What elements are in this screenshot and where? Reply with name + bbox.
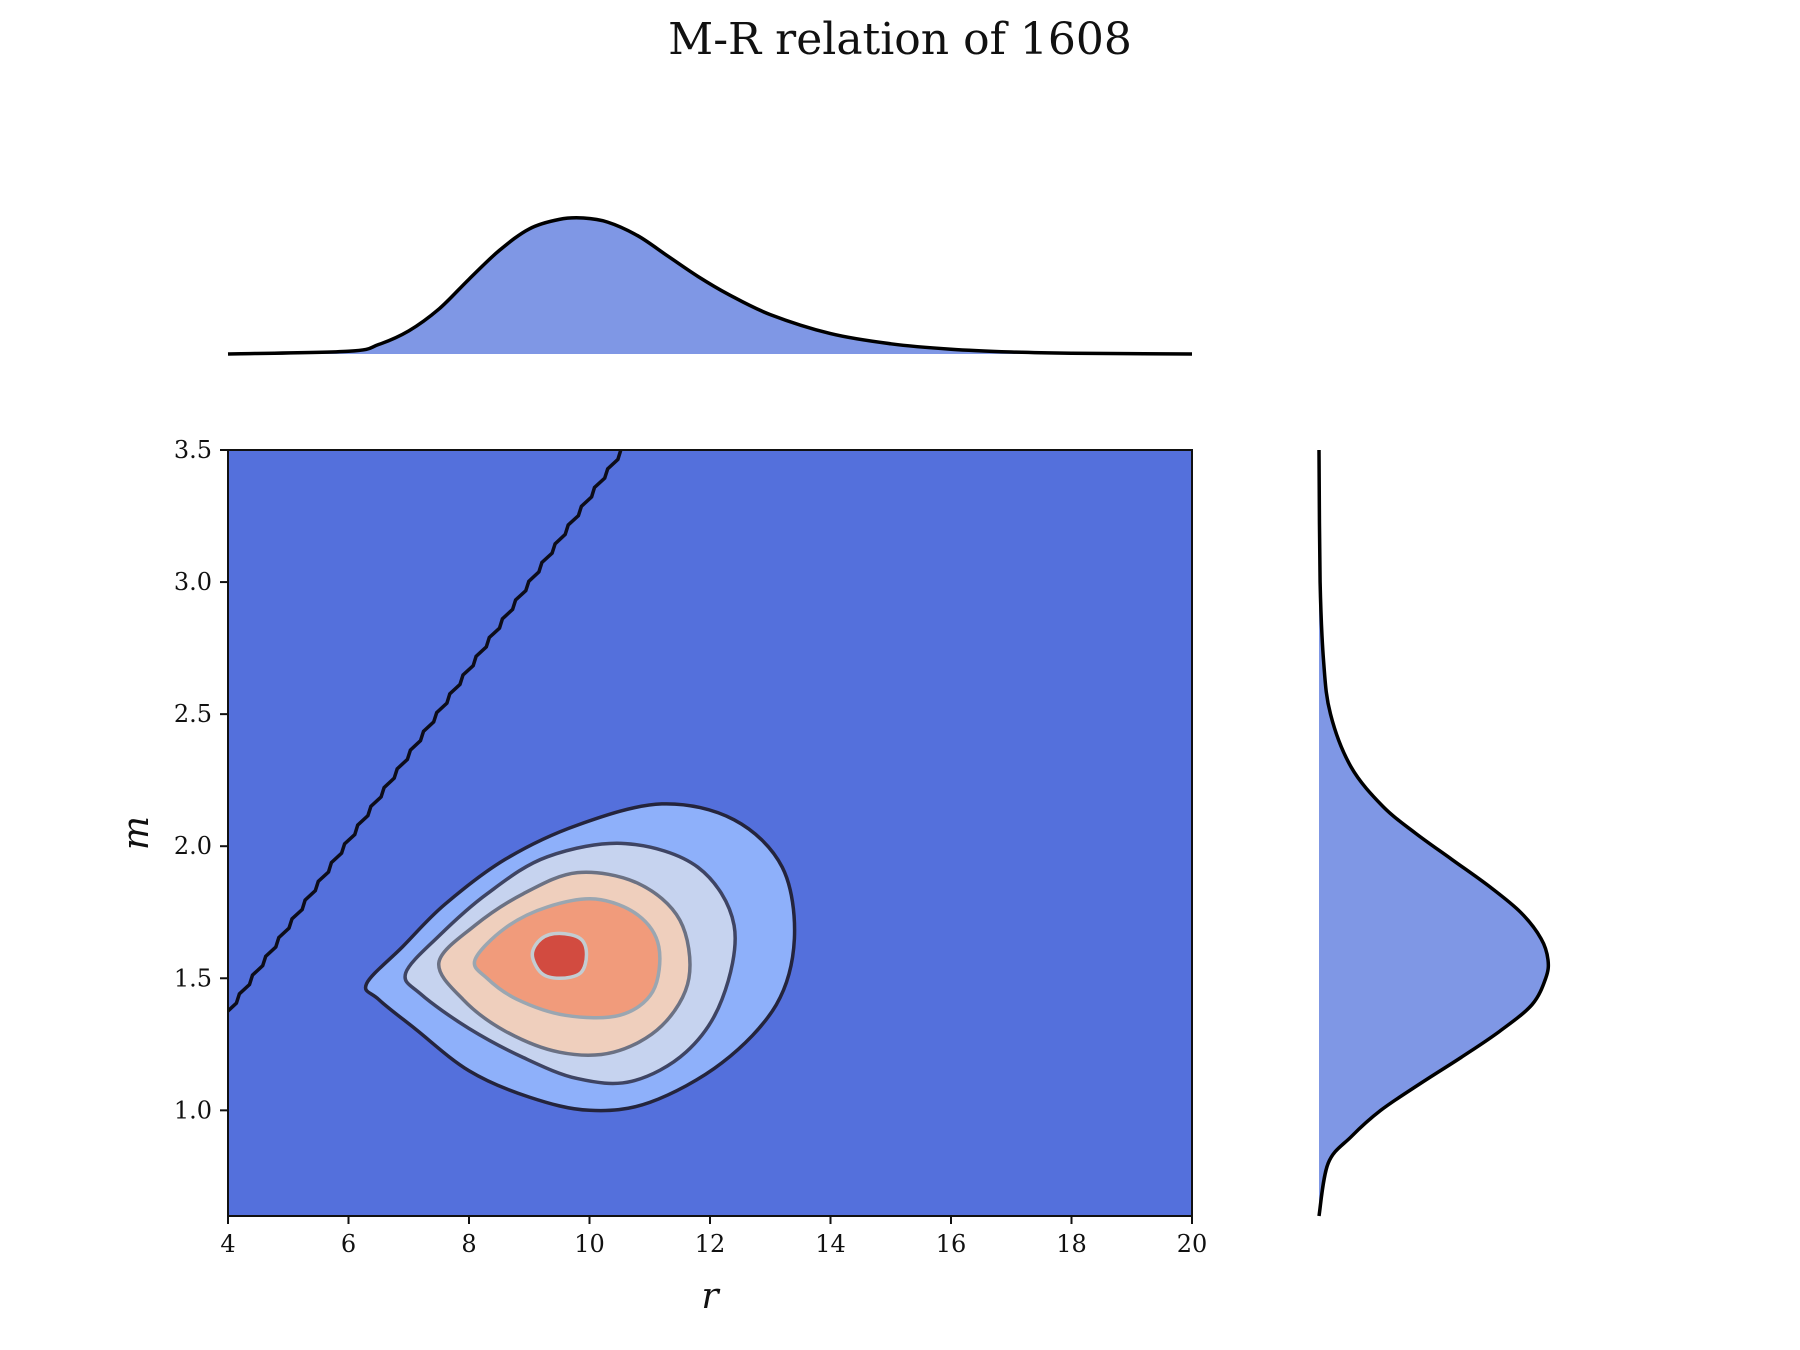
- y-axis: 1.0 1.5 2.0 2.5 3.0 3.5: [174, 436, 228, 1124]
- x-tick-label: 20: [1177, 1230, 1208, 1258]
- y-tick-label: 2.5: [174, 700, 212, 728]
- y-tick-label: 1.5: [174, 964, 212, 992]
- x-tick-label: 16: [936, 1230, 967, 1258]
- x-tick-label: 14: [815, 1230, 846, 1258]
- x-tick-label: 8: [461, 1230, 476, 1258]
- marginal-m-curve: [1317, 449, 1551, 1217]
- y-tick-label: 3.0: [174, 568, 212, 596]
- y-tick-label: 1.0: [174, 1096, 212, 1124]
- marginal-r-curve: [227, 215, 1193, 356]
- contour-level-5: [530, 931, 589, 981]
- chart-title: M-R relation of 1608: [668, 14, 1132, 65]
- marginal-m-fill: [1319, 450, 1549, 1216]
- x-axis: 4 6 8 10 12 14 16 18 20: [220, 1216, 1207, 1258]
- y-tick-label: 3.5: [174, 436, 212, 464]
- x-tick-label: 12: [695, 1230, 726, 1258]
- x-tick-label: 18: [1056, 1230, 1087, 1258]
- contour-line-outer-boundary: [228, 450, 623, 1014]
- y-tick-label: 2.0: [174, 832, 212, 860]
- x-tick-label: 10: [574, 1230, 605, 1258]
- x-tick-label: 4: [220, 1230, 235, 1258]
- joint-density-contour-plot: [227, 449, 1193, 1217]
- marginal-r-density: [227, 215, 1193, 356]
- marginal-m-density: [1317, 449, 1551, 1217]
- x-axis-label: r: [701, 1276, 720, 1317]
- y-axis-label: m: [116, 816, 157, 850]
- x-tick-label: 6: [341, 1230, 356, 1258]
